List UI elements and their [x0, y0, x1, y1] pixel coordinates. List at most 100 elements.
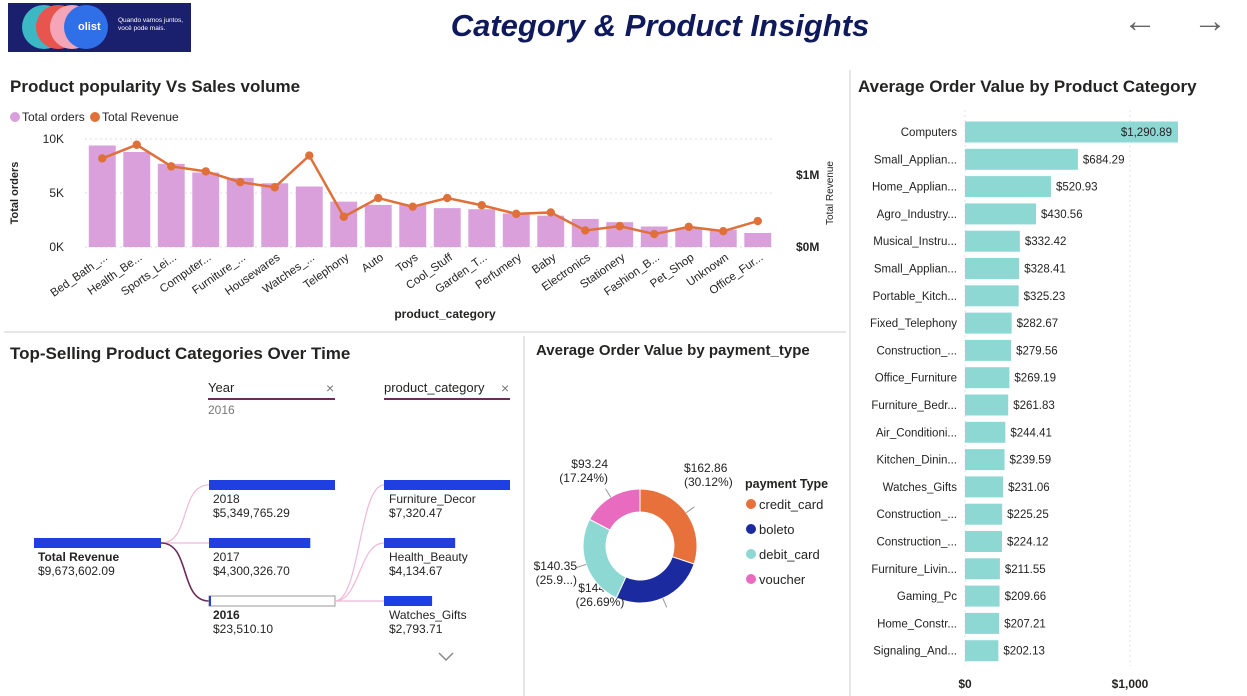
aov-bar	[965, 558, 1000, 580]
x-tick-label: Toys	[394, 251, 420, 275]
y-tick-label: 10K	[43, 132, 64, 146]
donut-leader-line	[685, 506, 695, 514]
donut-pct-label: (26.69%)	[576, 595, 625, 609]
point-total-revenue	[512, 209, 521, 219]
bar-total-orders	[261, 183, 289, 247]
data-label: $261.83	[1013, 400, 1055, 412]
donut-slice-voucher	[588, 488, 641, 531]
point-total-revenue	[650, 229, 659, 239]
point-total-revenue	[98, 154, 107, 163]
point-total-revenue	[236, 178, 245, 187]
decomposition-tree: Total Revenue$9,673,602.09 2018$5,349,765…	[34, 480, 510, 662]
point-total-revenue	[201, 167, 210, 176]
popularity-combo-chart: Total orders Total Revenue 0K 5K 10K $0M $1M To…	[9, 110, 836, 321]
bar-total-orders	[226, 177, 254, 247]
tree-category-bar	[384, 596, 433, 606]
category-label: Musical_Instru...	[873, 236, 957, 248]
point-total-revenue	[339, 212, 348, 221]
point-total-revenue	[408, 202, 417, 211]
aov-bar	[965, 312, 1012, 334]
aov-bar	[965, 285, 1019, 307]
tree-year-value: $4,300,326.70	[213, 564, 290, 578]
donut-slice-boleto	[615, 556, 695, 604]
tree-year-value: $5,349,765.29	[213, 506, 290, 520]
popularity-title: Product popularity Vs Sales volume	[10, 77, 301, 96]
divider-vertical-right	[849, 70, 851, 696]
category-label: Agro_Industry...	[877, 209, 957, 221]
tree-connector	[160, 484, 210, 544]
tree-year-label: 2016	[213, 608, 240, 622]
y2-tick-label: $1M	[796, 168, 819, 182]
bar-total-orders	[330, 201, 358, 247]
category-label: Kitchen_Dinin...	[876, 455, 957, 467]
divider-horizontal	[4, 331, 846, 333]
data-label: $202.13	[1003, 646, 1045, 658]
data-label: $332.42	[1025, 236, 1067, 248]
aov-bar	[965, 367, 1010, 389]
category-label: Gaming_Pc	[897, 591, 957, 603]
category-label: Fixed_Telephony	[870, 318, 957, 330]
data-label: $430.56	[1041, 209, 1083, 221]
tree-category-bar	[384, 538, 456, 548]
donut-value-label: $162.86	[684, 461, 728, 475]
data-label: $520.93	[1056, 182, 1098, 194]
aov-bar	[965, 585, 1000, 607]
point-total-revenue	[374, 193, 383, 203]
divider-vertical-middle	[523, 336, 525, 696]
bar-total-orders	[433, 208, 461, 247]
bar-total-orders	[157, 163, 185, 247]
category-clear-icon[interactable]: ×	[501, 380, 510, 396]
aov-bar	[965, 640, 999, 662]
bar-total-orders	[502, 213, 530, 247]
legend-swatch-debit_card	[746, 549, 756, 559]
back-arrow-icon[interactable]: ←	[1123, 2, 1157, 40]
category-label: Signaling_And...	[873, 646, 957, 658]
year-slicer-label[interactable]: Year	[208, 380, 235, 395]
tree-connector	[160, 542, 210, 602]
donut-pct-label: (30.12%)	[684, 475, 733, 489]
y2-tick-label: $0M	[796, 240, 819, 254]
donut-leader-line	[605, 488, 612, 498]
data-label: $239.59	[1010, 455, 1052, 467]
tree-year-bar	[209, 538, 311, 548]
point-total-revenue	[753, 216, 762, 226]
bar-total-orders	[675, 228, 703, 247]
x-tick-label: Auto	[360, 252, 386, 275]
donut-value-label: $140.35	[534, 559, 578, 573]
category-label: Air_Conditioni...	[876, 427, 957, 439]
legend-swatch-boleto	[746, 524, 756, 534]
aov-bar	[965, 449, 1005, 471]
data-label: $684.29	[1083, 154, 1125, 166]
donut-slice-credit_card	[639, 488, 698, 565]
year-clear-icon[interactable]: ×	[326, 380, 335, 396]
tree-year-value: $23,510.10	[213, 622, 273, 636]
category-label: Office_Furniture	[875, 373, 957, 385]
line-total-revenue	[101, 143, 759, 236]
bar-total-orders	[295, 186, 323, 247]
point-total-revenue	[443, 193, 452, 203]
x-axis-title: product_category	[394, 307, 496, 321]
legend-label-boleto: boleto	[759, 522, 794, 537]
bar-total-orders	[364, 204, 392, 247]
tree-year-bar	[209, 596, 211, 606]
bar-total-orders	[123, 151, 151, 247]
olist-logo: olist Quando vamos juntos, você pode mai…	[8, 3, 191, 52]
tree-category-label: Watches_Gifts	[389, 608, 467, 622]
y2-axis-title: Total Revenue	[825, 161, 836, 225]
data-label: $225.25	[1007, 509, 1049, 521]
donut-leader-line	[662, 598, 668, 608]
point-total-revenue	[719, 226, 728, 236]
data-label: $224.12	[1007, 537, 1049, 549]
tree-year-label: 2018	[213, 492, 240, 506]
category-slicer-label[interactable]: product_category	[384, 380, 485, 395]
tree-year-bar	[209, 480, 335, 490]
legend-label-debit_card: debit_card	[759, 547, 820, 562]
chevron-down-icon[interactable]	[438, 652, 454, 662]
aov-bar	[965, 258, 1020, 279]
point-total-revenue	[270, 183, 279, 192]
tree-category-label: Health_Beauty	[389, 550, 468, 564]
category-label: Small_Applian...	[874, 154, 957, 166]
aov-bar	[965, 148, 1078, 170]
forward-arrow-icon[interactable]: →	[1193, 2, 1227, 40]
donut-pct-label: (25.9...)	[536, 573, 577, 587]
